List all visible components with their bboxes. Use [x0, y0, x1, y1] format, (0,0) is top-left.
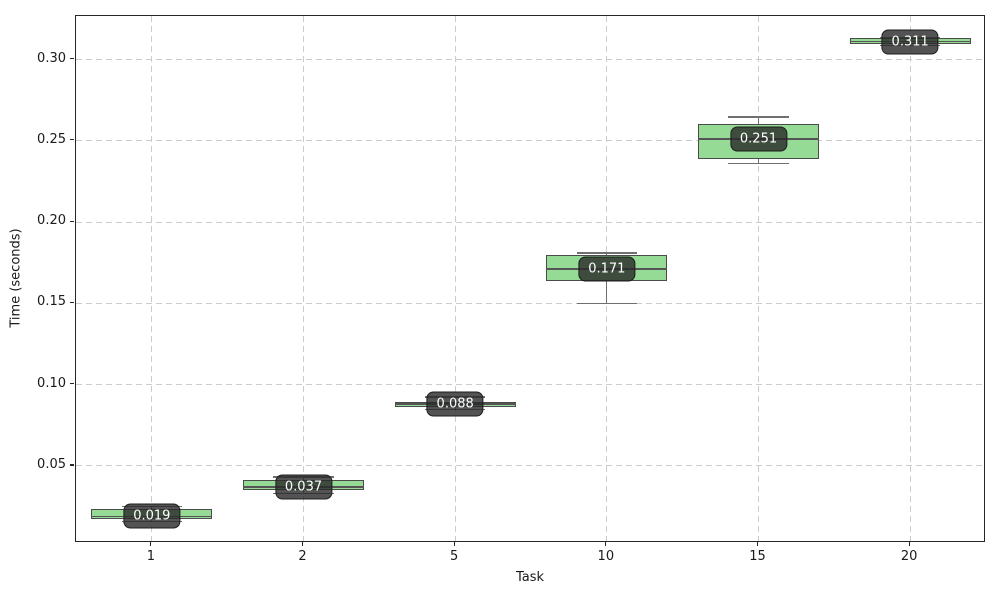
x-tick-label: 5 — [450, 549, 459, 564]
y-axis-tick — [70, 220, 74, 222]
whisker-cap-lower — [728, 162, 789, 165]
grid-line-vertical — [909, 16, 911, 541]
y-tick-label: 0.30 — [37, 50, 66, 66]
grid-line-horizontal — [76, 384, 984, 386]
y-axis-tick — [70, 464, 74, 466]
median-annotation: 0.251 — [729, 126, 788, 152]
median-annotation: 0.019 — [123, 503, 181, 529]
x-axis-tick — [756, 542, 759, 546]
grid-line-vertical — [758, 16, 759, 541]
median-annotation: 0.037 — [274, 474, 333, 500]
y-tick-label: 0.05 — [37, 456, 66, 472]
median-annotation: 0.171 — [578, 256, 636, 282]
whisker-cap-lower — [576, 302, 638, 304]
median-annotation: 0.311 — [881, 29, 939, 55]
x-axis-tick — [908, 542, 910, 546]
x-tick-label: 20 — [900, 549, 918, 564]
y-tick-label: 0.10 — [37, 375, 66, 391]
y-tick-label: 0.15 — [37, 294, 66, 310]
x-tick-label: 10 — [597, 549, 615, 564]
median-annotation: 0.088 — [426, 391, 484, 417]
whisker-upper — [606, 253, 608, 255]
grid-line-vertical — [151, 16, 153, 541]
whisker-lower — [606, 280, 608, 304]
plot-area: 0.019 0.037 0.088 0.171 0.251 0.311 — [75, 15, 985, 542]
x-axis-tick — [301, 542, 304, 546]
whisker-lower — [757, 158, 760, 164]
y-axis-tick — [70, 57, 74, 60]
x-axis-tick — [453, 542, 455, 546]
y-axis-label: Time (seconds) — [8, 228, 24, 328]
y-tick-label: 0.20 — [37, 213, 66, 229]
x-axis-label: Task — [515, 570, 545, 585]
whisker-cap-upper — [576, 252, 638, 254]
y-axis-tick — [70, 383, 74, 385]
x-axis-tick — [605, 542, 607, 546]
grid-line-vertical — [454, 16, 456, 541]
y-axis-tick — [70, 301, 74, 303]
whisker-cap-upper — [728, 116, 789, 118]
y-axis-tick — [70, 139, 74, 141]
x-tick-label: 15 — [749, 549, 766, 564]
grid-line-vertical — [303, 16, 304, 541]
grid-line-horizontal — [76, 221, 984, 223]
x-axis-tick — [150, 542, 152, 546]
x-tick-label: 1 — [146, 549, 155, 564]
x-tick-label: 2 — [298, 549, 307, 564]
grid-line-horizontal — [76, 465, 984, 467]
grid-line-horizontal — [76, 140, 984, 142]
whisker-upper — [757, 116, 760, 124]
y-tick-label: 0.25 — [37, 131, 66, 147]
grid-line-horizontal — [76, 59, 984, 61]
grid-line-horizontal — [76, 302, 984, 304]
